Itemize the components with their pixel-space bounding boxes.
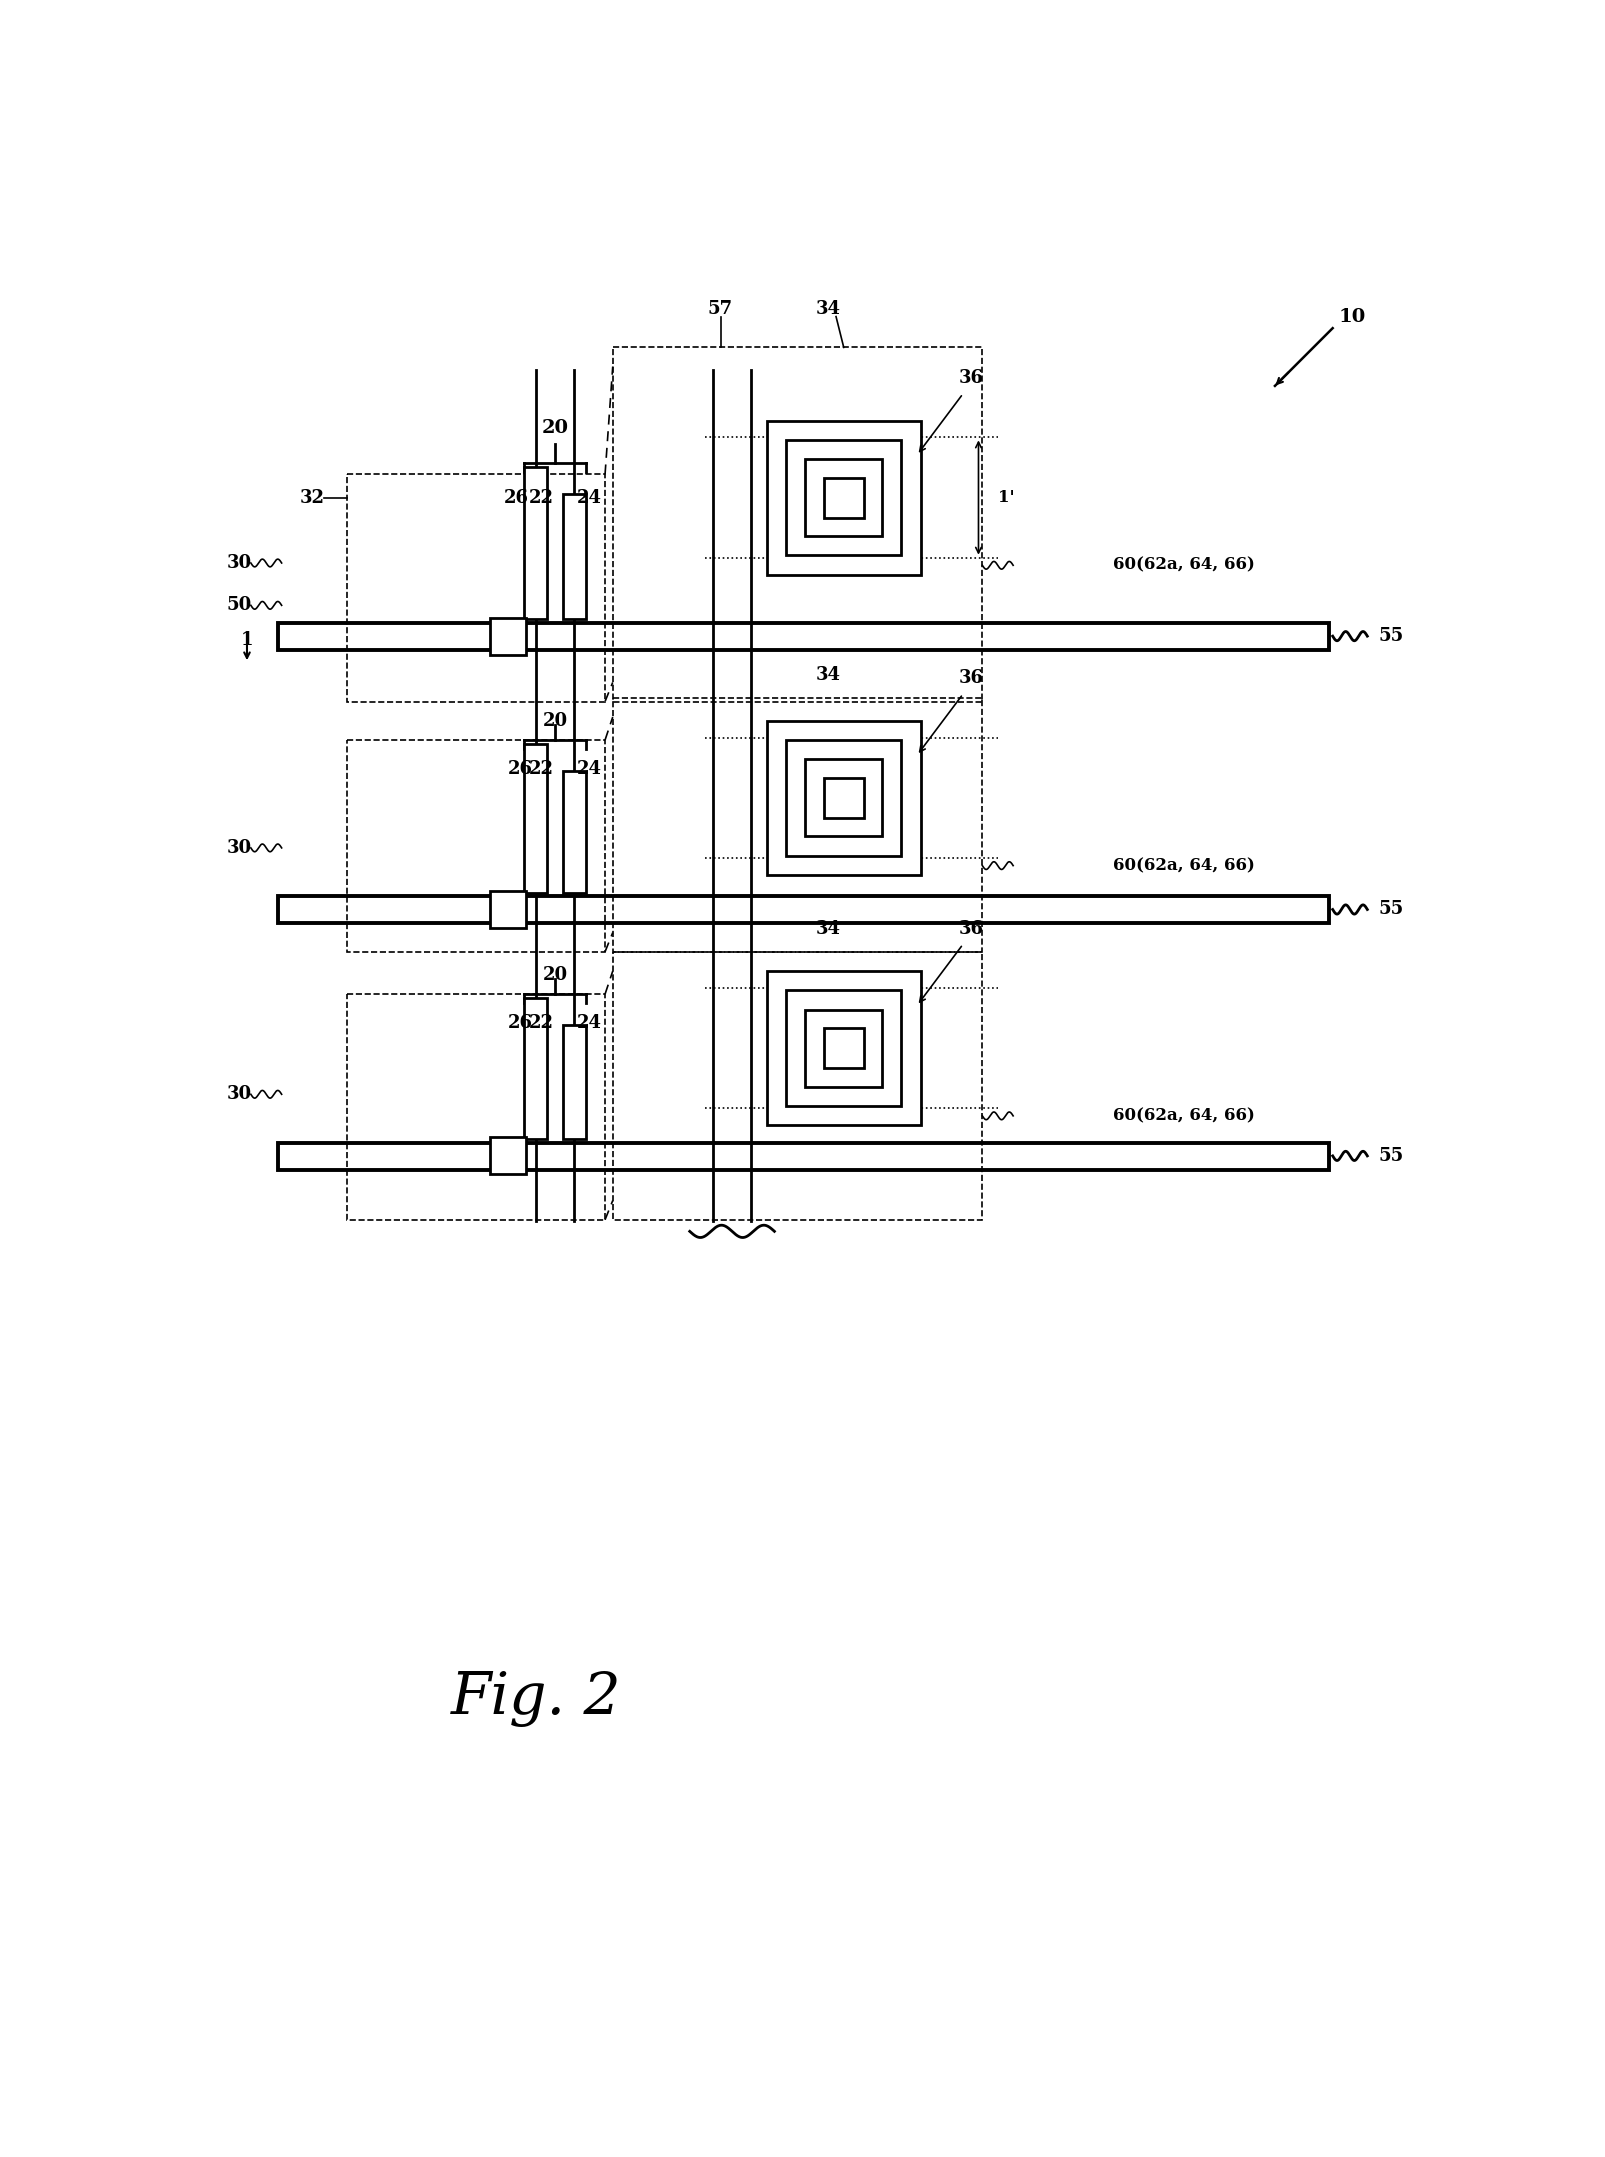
Bar	[347, 740, 605, 951]
Text: 24: 24	[578, 487, 602, 507]
Text: 1: 1	[241, 632, 254, 649]
Text: Fig. 2: Fig. 2	[451, 1670, 621, 1728]
Bar	[490, 891, 526, 928]
Bar	[563, 494, 586, 619]
Bar	[347, 475, 605, 701]
Bar	[823, 1029, 863, 1068]
Text: 24: 24	[578, 1014, 602, 1033]
Bar	[347, 994, 605, 1221]
Text: 34: 34	[815, 667, 841, 684]
Text: 24: 24	[578, 761, 602, 779]
Bar	[613, 697, 982, 951]
Bar	[806, 459, 883, 537]
Text: 26: 26	[504, 487, 530, 507]
Text: 55: 55	[1379, 628, 1404, 645]
Text: 1': 1'	[998, 490, 1014, 507]
Text: 50: 50	[226, 595, 252, 615]
Bar	[786, 440, 902, 554]
Text: 30: 30	[226, 1085, 252, 1102]
Bar	[613, 951, 982, 1221]
Text: 34: 34	[815, 300, 841, 317]
Text: 60(62a, 64, 66): 60(62a, 64, 66)	[1114, 557, 1255, 574]
Text: 36: 36	[958, 369, 984, 388]
Bar	[786, 990, 902, 1107]
Text: 22: 22	[528, 1014, 554, 1033]
Bar	[525, 999, 547, 1139]
Text: 22: 22	[528, 761, 554, 779]
Bar	[786, 740, 902, 856]
Text: 26: 26	[507, 1014, 533, 1033]
Bar	[767, 421, 921, 574]
Text: 22: 22	[528, 487, 554, 507]
Bar	[823, 779, 863, 818]
Text: 32: 32	[300, 487, 324, 507]
Text: 34: 34	[815, 919, 841, 938]
Bar	[613, 347, 982, 701]
Text: 57: 57	[708, 300, 733, 317]
Bar	[806, 1009, 883, 1087]
Bar	[767, 971, 921, 1126]
Bar	[767, 720, 921, 876]
Bar	[823, 477, 863, 518]
Bar	[525, 744, 547, 893]
Bar	[278, 897, 1329, 923]
Bar	[490, 1137, 526, 1173]
Text: 30: 30	[226, 554, 252, 572]
Bar	[563, 1025, 586, 1139]
Bar	[806, 759, 883, 837]
Text: 20: 20	[542, 712, 568, 729]
Bar	[490, 617, 526, 654]
Text: 20: 20	[542, 966, 568, 984]
Bar	[525, 466, 547, 619]
Text: 60(62a, 64, 66): 60(62a, 64, 66)	[1114, 856, 1255, 874]
Text: 60(62a, 64, 66): 60(62a, 64, 66)	[1114, 1107, 1255, 1124]
Text: 10: 10	[1339, 308, 1366, 326]
Bar	[278, 623, 1329, 649]
Text: 55: 55	[1379, 899, 1404, 919]
Bar	[278, 1143, 1329, 1169]
Bar	[563, 770, 586, 893]
Text: 20: 20	[541, 418, 568, 438]
Text: 30: 30	[226, 839, 252, 856]
Text: 55: 55	[1379, 1148, 1404, 1165]
Text: 36: 36	[958, 919, 984, 938]
Text: 26: 26	[507, 761, 533, 779]
Text: 36: 36	[958, 669, 984, 688]
